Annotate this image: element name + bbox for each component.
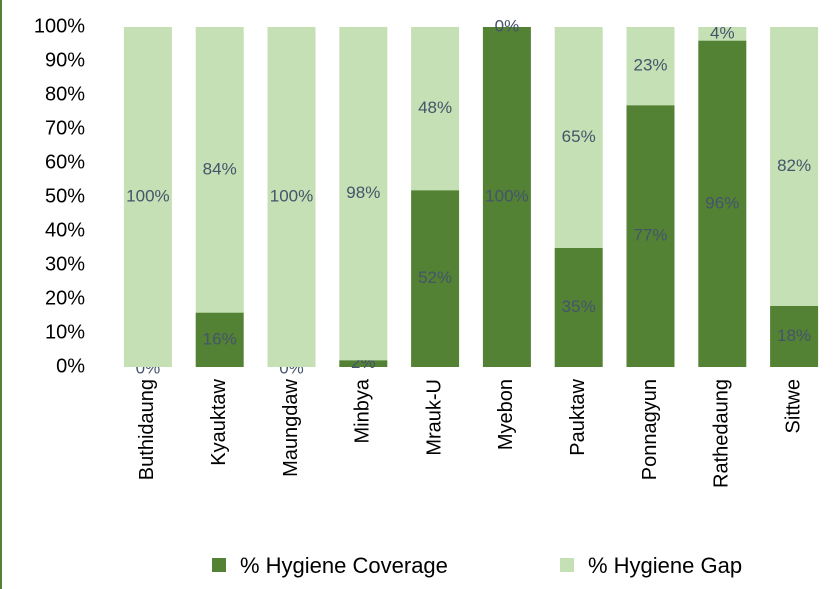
x-tick-label: Mrauk-U [423, 379, 445, 456]
x-tick-label: Maungdaw [280, 378, 302, 476]
bar-segment [123, 27, 172, 367]
data-label: 65% [562, 127, 596, 146]
legend-label: % Hygiene Gap [588, 553, 742, 578]
data-label: 100% [270, 186, 313, 205]
bar-segment [267, 27, 316, 367]
bar-segment [626, 27, 675, 106]
bar-segment [195, 27, 244, 313]
bar-segment [195, 312, 244, 367]
y-tick-label: 100% [34, 15, 85, 37]
data-label: 18% [777, 326, 811, 345]
bar-segment [339, 27, 388, 361]
data-label: 48% [418, 98, 452, 117]
bar-segment [698, 40, 747, 367]
y-tick-label: 40% [45, 219, 85, 241]
bar-segment [339, 360, 388, 367]
y-tick-label: 50% [45, 185, 85, 207]
legend-swatch [560, 558, 574, 572]
y-tick-label: 10% [45, 321, 85, 343]
data-label: 100% [485, 186, 528, 205]
data-label: 77% [633, 226, 667, 245]
y-tick-label: 90% [45, 49, 85, 71]
data-label: 100% [126, 186, 169, 205]
x-tick-label: Sittwe [782, 379, 804, 433]
data-label: 0% [495, 16, 520, 35]
legend-swatch [212, 558, 226, 572]
data-label: 82% [777, 156, 811, 175]
data-label: 35% [562, 297, 596, 316]
bar-segment [482, 27, 531, 367]
x-tick-label: Buthidaung [136, 379, 158, 480]
data-label: 52% [418, 268, 452, 287]
data-label: 84% [203, 159, 237, 178]
y-tick-label: 0% [56, 355, 85, 377]
data-label: 23% [633, 56, 667, 75]
bar-segment [626, 105, 675, 367]
x-tick-label: Pauktaw [567, 378, 589, 455]
data-label: 96% [705, 193, 739, 212]
bar-segment [411, 27, 460, 191]
bar-segment [698, 27, 747, 41]
x-tick-label: Kyauktaw [208, 378, 230, 465]
bar-segment [554, 27, 603, 248]
bar-segment [411, 190, 460, 367]
x-tick-label: Ponnagyun [639, 379, 661, 480]
y-tick-label: 70% [45, 117, 85, 139]
x-tick-label: Minbya [352, 378, 374, 443]
x-tick-label: Myebon [495, 379, 517, 450]
y-tick-label: 30% [45, 253, 85, 275]
y-tick-label: 60% [45, 151, 85, 173]
bar-segment [770, 305, 819, 367]
y-tick-label: 80% [45, 83, 85, 105]
bar-segment [554, 248, 603, 367]
data-label: 98% [346, 183, 380, 202]
legend-label: % Hygiene Coverage [240, 553, 448, 578]
data-label: 16% [203, 329, 237, 348]
x-tick-label: Rathedaung [711, 379, 733, 488]
y-tick-label: 20% [45, 287, 85, 309]
bar-segment [770, 27, 819, 306]
data-label: 4% [710, 23, 735, 42]
